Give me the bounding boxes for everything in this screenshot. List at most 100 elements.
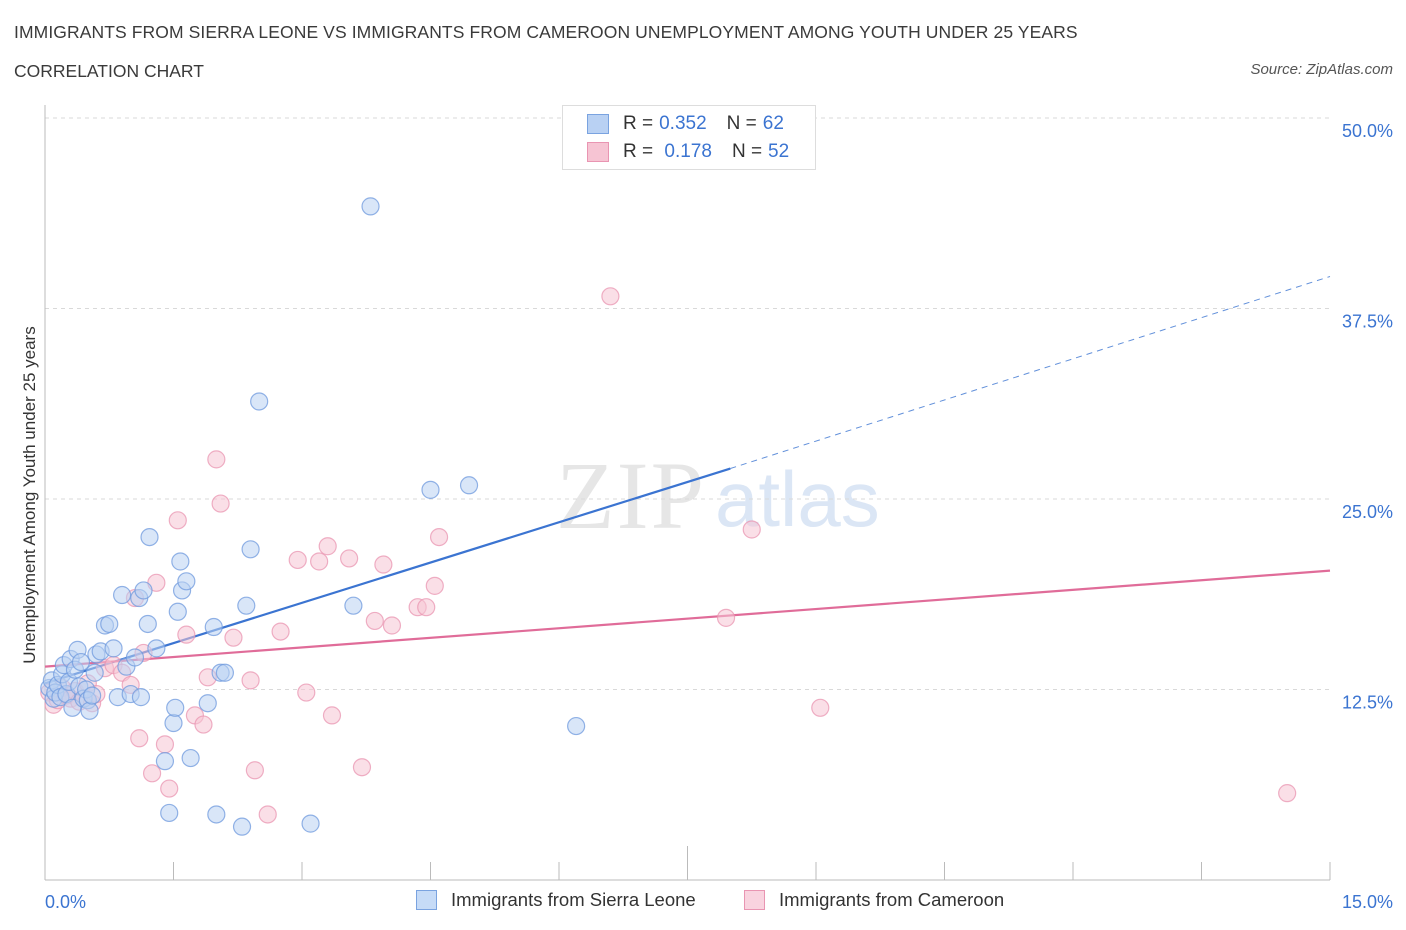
legend-n-label: N = [726, 113, 757, 134]
x-tick-label: 15.0% [1342, 892, 1393, 912]
sierra-leone-point [131, 688, 151, 707]
source-credit: Source: ZipAtlas.com [1250, 61, 1393, 78]
cameroon-trend-line [44, 569, 1331, 668]
cameroon-point [142, 764, 162, 783]
sierra-leone-point [301, 814, 320, 833]
sierra-leone-point [134, 581, 153, 600]
cameroon-point [352, 758, 372, 777]
sierra-leone-point [125, 648, 145, 667]
cameroon-point [429, 527, 449, 547]
cameroon-point [811, 698, 830, 717]
sierra-leone-point [100, 614, 119, 634]
watermark-zip: ZIP [556, 442, 706, 549]
sierra-leone-point [71, 652, 91, 672]
cameroon-point [177, 625, 196, 644]
cameroon-point [211, 494, 230, 513]
y-tick-label: 25.0% [1342, 502, 1393, 522]
sierra-leone-point [147, 639, 166, 658]
legend-r-value: 0.178 [659, 141, 712, 162]
sierra-leone-point [171, 552, 190, 571]
sierra-leone-point [104, 639, 123, 658]
sierra-leone-point [204, 617, 223, 637]
y-tick-labels: 12.5% 25.0% 37.5% 50.0% [1342, 121, 1393, 713]
cameroon-point [742, 520, 761, 539]
legend-item-sierra-leone: Immigrants from Sierra Leone [416, 889, 696, 911]
sierra-leone-point [567, 716, 586, 736]
legend-label: Immigrants from Cameroon [779, 889, 1005, 910]
y-tick-label: 12.5% [1342, 693, 1393, 713]
legend-n-value: 52 [768, 141, 790, 162]
legend-row-sierra-leone: R = 0.352 N = 62 [587, 112, 784, 136]
sierra-leone-point [361, 197, 380, 216]
sierra-leone-point [168, 602, 187, 621]
legend-r-value: 0.352 [659, 113, 707, 134]
sierra-leone-point [459, 476, 479, 495]
sierra-leone-point [155, 752, 175, 771]
y-tick-label: 37.5% [1342, 312, 1393, 332]
cameroon-point [130, 729, 149, 748]
cameroon-point [1278, 784, 1297, 803]
legend-row-cameroon: R = 0.178 N = 52 [587, 140, 789, 164]
cameroon-point [241, 671, 260, 690]
chart-subtitle: CORRELATION CHART [14, 61, 204, 81]
sierra-leone-point [138, 614, 157, 634]
cameroon-point [224, 628, 243, 647]
sierra-leone-point [85, 663, 104, 682]
sierra-leone-point [140, 527, 159, 547]
sierra-leone-point [237, 596, 256, 615]
legend-swatch-blue [416, 890, 437, 910]
cameroon-point [160, 779, 179, 798]
cameroon-point [310, 552, 329, 571]
series-sierra-leone-points [40, 197, 586, 836]
chart-title: IMMIGRANTS FROM SIERRA LEONE VS IMMIGRAN… [14, 22, 1078, 42]
cameroon-point [374, 555, 393, 574]
y-tick-label: 50.0% [1342, 121, 1393, 141]
sierra-leone-point [344, 596, 363, 615]
sierra-leone-point [207, 805, 226, 824]
legend-item-cameroon: Immigrants from Cameroon [744, 889, 1004, 911]
sierra-leone-point [232, 817, 252, 836]
cameroon-point [417, 598, 436, 617]
x-tick-label: 0.0% [45, 892, 86, 912]
sierra-leone-point [160, 803, 179, 823]
series-cameroon-points [40, 287, 1297, 824]
cameroon-point [258, 805, 277, 824]
legend-swatch-blue [587, 114, 609, 134]
legend-label: Immigrants from Sierra Leone [451, 889, 696, 910]
x-tick-labels: 0.0% 15.0% [45, 892, 1393, 912]
cameroon-point [716, 608, 736, 627]
sierra-leone-point [250, 392, 269, 411]
cameroon-point [297, 683, 316, 702]
legend-swatch-pink [744, 890, 765, 910]
cameroon-point [365, 611, 384, 631]
cameroon-point [425, 576, 444, 595]
sierra-leone-point [166, 698, 185, 717]
cameroon-point [194, 715, 213, 734]
stats-legend: R = 0.352 N = 62 R = 0.178 N = 52 [562, 105, 816, 170]
cameroon-point [601, 287, 620, 306]
cameroon-point [382, 616, 402, 635]
cameroon-point [322, 706, 342, 725]
cameroon-point [155, 735, 175, 754]
watermark: ZIP atlas [556, 442, 880, 549]
y-axis-label: Unemployment Among Youth under 25 years [20, 326, 39, 664]
axes [44, 105, 1331, 881]
sierra-leone-point [83, 686, 102, 705]
sierra-leone-point [215, 663, 234, 682]
legend-swatch-pink [587, 142, 609, 162]
legend-r-label: R = [623, 113, 654, 134]
legend-n-value: 62 [762, 113, 784, 134]
legend-r-label: R = [623, 141, 654, 162]
cameroon-point [207, 450, 226, 469]
series-legend: Immigrants from Sierra Leone Immigrants … [0, 889, 1406, 915]
sierra-leone-point [241, 540, 260, 559]
cameroon-point [168, 511, 187, 530]
sierra-leone-point [80, 701, 99, 720]
sierra-leone-point [177, 572, 196, 591]
legend-n-label: N = [731, 141, 763, 162]
cameroon-point [245, 761, 264, 780]
sierra-leone-point [198, 694, 217, 713]
sierra-leone-point [181, 748, 200, 768]
cameroon-point [318, 537, 337, 556]
